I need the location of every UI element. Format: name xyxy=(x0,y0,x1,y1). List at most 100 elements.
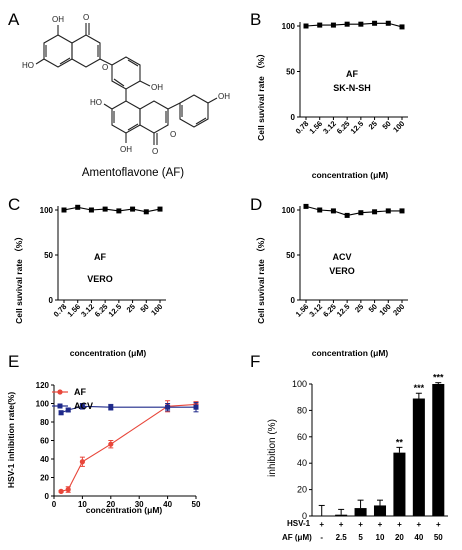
y-tick-label: 0 xyxy=(291,296,296,305)
series-line xyxy=(60,403,197,492)
x-tick-label: 1.56 xyxy=(65,302,82,319)
y-tick-label: 40 xyxy=(40,455,49,464)
y-tick-label: 120 xyxy=(36,381,50,390)
bar xyxy=(412,398,425,516)
data-point xyxy=(303,203,309,209)
x-tick-label: 3.12 xyxy=(321,119,338,136)
data-point xyxy=(116,208,122,214)
x-tick-label: 10 xyxy=(376,533,385,542)
y-tick-label: 50 xyxy=(286,251,295,260)
row-label-hsv: HSV-1 xyxy=(287,519,311,528)
annotation: AF xyxy=(346,69,358,79)
x-tick-label: 12.5 xyxy=(335,302,352,319)
panel-letter-b: B xyxy=(250,10,261,29)
x-tick-label: 50 xyxy=(367,302,379,314)
legend-marker-acv xyxy=(57,403,63,409)
data-point xyxy=(330,208,336,214)
significance-label: ** xyxy=(396,437,404,447)
bar xyxy=(393,452,406,516)
data-point xyxy=(61,207,67,213)
data-point xyxy=(372,20,378,26)
chart-b: Cell suvival rate （%） concentration (μM)… xyxy=(256,20,408,180)
hsv-row-cell: + xyxy=(319,520,324,529)
x-tick-label: 100 xyxy=(391,119,406,134)
y-tick-label: 0 xyxy=(291,113,296,122)
data-point xyxy=(143,209,149,215)
panel-a: A xyxy=(8,10,230,179)
amentoflavone-structure xyxy=(35,23,218,145)
bar xyxy=(373,505,387,516)
atom-label: O xyxy=(102,63,108,72)
atom-label: O xyxy=(152,147,158,156)
atom-label: O xyxy=(170,130,176,139)
x-tick-label: 40 xyxy=(163,500,172,509)
x-tick-label: 0.78 xyxy=(52,302,69,319)
chart-f: inhibition (%) HSV-1 AF (μM) 0 20 40 60 80 10… xyxy=(267,373,448,542)
panel-letter-f: F xyxy=(250,352,260,371)
y-axis-label: Cell suvival rate （%） xyxy=(14,232,24,324)
hsv-row-cell: + xyxy=(358,520,363,529)
data-point xyxy=(79,403,85,409)
data-point xyxy=(88,207,94,213)
atom-label: HO xyxy=(90,98,102,107)
panel-letter-c: C xyxy=(8,195,20,214)
y-tick-label: 50 xyxy=(44,251,53,260)
y-axis-label: inhibition (%) xyxy=(267,419,278,477)
data-point xyxy=(108,441,114,447)
y-tick-label: 40 xyxy=(297,458,307,468)
data-point xyxy=(372,209,378,215)
x-tick-label: 50 xyxy=(192,500,201,509)
data-point xyxy=(399,24,405,30)
atom-label: HO xyxy=(22,61,34,70)
x-tick-label: 1.56 xyxy=(307,119,324,136)
x-tick-label: 25 xyxy=(367,119,379,131)
data-point xyxy=(330,22,336,28)
hsv-row-cell: + xyxy=(339,520,344,529)
x-tick-label: - xyxy=(320,533,323,542)
atom-label: O xyxy=(83,13,89,22)
chart-c: Cell suvival rate （%） concentration (μM)… xyxy=(14,204,166,358)
hsv-row-cell: + xyxy=(417,520,422,529)
y-tick-label: 80 xyxy=(297,405,307,415)
y-tick-label: 100 xyxy=(40,206,54,215)
data-point xyxy=(344,212,350,218)
significance-label: *** xyxy=(433,373,444,383)
panel-letter-e: E xyxy=(8,352,19,371)
atom-label: OH xyxy=(52,15,64,24)
y-tick-label: 60 xyxy=(297,432,307,442)
data-point xyxy=(385,20,391,26)
x-tick-label: 0.78 xyxy=(294,119,311,136)
chart-d: Cell suvival rate （%） concentration (μM)… xyxy=(256,203,408,358)
x-tick-label: 6.25 xyxy=(321,302,338,319)
panel-letter-a: A xyxy=(8,10,20,29)
x-tick-label: 200 xyxy=(391,302,406,317)
legend-label: AF xyxy=(74,387,86,397)
data-point xyxy=(358,210,364,216)
x-tick-label: 6.25 xyxy=(335,119,352,136)
data-point xyxy=(58,410,64,416)
x-tick-label: 0 xyxy=(52,500,57,509)
y-axis-label: Cell suvival rate （%） xyxy=(256,49,266,141)
y-tick-label: 100 xyxy=(282,206,296,215)
legend-marker-af xyxy=(57,389,63,395)
x-tick-label: 12.5 xyxy=(349,119,366,136)
x-axis-label: concentration (μM) xyxy=(312,348,389,358)
x-tick-label: 3.12 xyxy=(307,302,324,319)
hsv-row-cell: + xyxy=(378,520,383,529)
x-tick-label: 1.56 xyxy=(294,302,311,319)
y-axis-label: HSV-1 inhibition rate(%) xyxy=(6,392,16,489)
annotation: AF xyxy=(94,252,106,262)
y-tick-label: 20 xyxy=(297,485,307,495)
x-tick-label: 10 xyxy=(78,500,87,509)
bar xyxy=(335,514,348,516)
y-tick-label: 0 xyxy=(49,296,54,305)
y-tick-label: 100 xyxy=(282,22,296,31)
plot-area: 0 20 40 60 80 100 + - +2.5 +5 +10 ** +20 *** +40 *** +50 xyxy=(292,373,448,542)
data-point xyxy=(317,207,323,213)
legend-label: ACV xyxy=(74,401,93,411)
x-tick-label: 6.25 xyxy=(93,302,110,319)
chart-e: HSV-1 inhibition rate(%) concentration (… xyxy=(6,381,201,515)
x-tick-label: 50 xyxy=(138,302,150,314)
